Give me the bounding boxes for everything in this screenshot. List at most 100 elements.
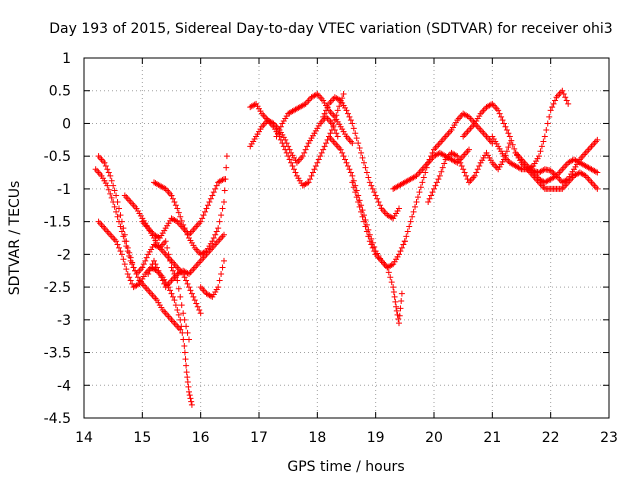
series-track-7 <box>145 231 227 291</box>
series-track-11 <box>273 91 356 147</box>
data-point <box>218 271 225 277</box>
data-point <box>390 289 397 295</box>
data-point <box>461 169 468 176</box>
data-point <box>344 110 351 117</box>
data-point <box>120 256 127 263</box>
data-point <box>162 238 169 245</box>
data-point <box>177 316 184 323</box>
y-tick-label: 0 <box>62 116 71 132</box>
data-point <box>336 96 343 103</box>
data-point <box>511 145 518 152</box>
data-point <box>397 305 404 312</box>
data-point <box>350 125 357 132</box>
data-point <box>349 179 356 186</box>
data-point <box>495 107 502 114</box>
data-point <box>277 123 284 130</box>
data-point <box>202 208 209 215</box>
data-point <box>199 215 206 222</box>
data-point <box>337 146 344 153</box>
data-point <box>174 277 181 284</box>
data-point <box>129 261 136 268</box>
data-point <box>356 203 363 210</box>
data-point <box>156 271 163 277</box>
data-point <box>210 235 217 241</box>
y-tick-labels: 1 0.5 0 -0.5 -1 -1.5 -2 -2.5 -3 -3.5 -4 -4.5 <box>44 51 71 427</box>
data-point <box>292 169 299 176</box>
data-point <box>333 130 340 137</box>
data-point <box>517 165 524 172</box>
data-point <box>501 120 507 127</box>
data-point <box>186 388 192 395</box>
y-tick-label: -1 <box>57 182 71 198</box>
data-point <box>183 362 190 369</box>
series-track-17 <box>425 140 513 205</box>
x-tick-label: 18 <box>308 430 326 446</box>
data-point <box>185 383 192 390</box>
data-point <box>127 277 134 284</box>
data-point <box>305 179 312 186</box>
data-point <box>393 307 400 314</box>
data-point <box>425 159 432 166</box>
series-track-3 <box>95 218 195 408</box>
data-point <box>304 143 311 150</box>
data-point <box>340 153 347 160</box>
data-point <box>171 297 178 304</box>
y-tick-label: -1.5 <box>44 215 71 231</box>
data-point <box>346 166 353 173</box>
data-point <box>169 267 176 274</box>
data-point <box>420 174 427 181</box>
data-point <box>210 189 217 196</box>
data-point <box>422 169 429 176</box>
data-point <box>164 244 171 251</box>
data-point <box>547 107 554 114</box>
data-point <box>221 199 227 205</box>
data-point <box>409 213 416 220</box>
data-point <box>223 153 230 160</box>
data-point <box>592 168 599 175</box>
data-point <box>172 302 179 309</box>
y-tick-label: -3 <box>57 313 71 329</box>
data-point <box>352 189 359 196</box>
data-point <box>288 159 295 166</box>
data-point <box>134 281 141 288</box>
data-point <box>339 149 346 156</box>
data-point <box>219 205 226 212</box>
data-point <box>187 287 194 294</box>
x-tick-label: 20 <box>425 430 443 446</box>
data-point <box>126 253 133 259</box>
data-point <box>441 160 448 167</box>
data-point <box>429 189 436 196</box>
data-point <box>413 199 420 205</box>
data-point <box>274 130 281 137</box>
y-tick-label: -2.5 <box>44 280 71 296</box>
data-point <box>188 401 195 408</box>
data-point <box>474 166 481 173</box>
data-point <box>363 169 370 176</box>
data-point <box>117 223 124 230</box>
data-point <box>352 130 359 137</box>
data-point <box>429 149 436 156</box>
data-point <box>181 349 188 356</box>
data-point <box>200 212 207 219</box>
data-point <box>343 107 350 114</box>
data-point <box>105 169 112 176</box>
x-tick-label: 21 <box>483 430 501 446</box>
data-point <box>184 374 191 381</box>
data-point <box>374 195 381 202</box>
series-track-6 <box>151 153 230 258</box>
data-point <box>212 185 219 192</box>
data-point <box>552 97 559 104</box>
x-tick-label: 15 <box>133 430 151 446</box>
data-point <box>197 310 204 317</box>
data-point <box>323 140 330 147</box>
data-point <box>498 113 505 120</box>
data-point <box>425 199 432 205</box>
data-point <box>358 208 365 215</box>
data-point <box>359 154 366 161</box>
data-point <box>194 303 201 310</box>
data-point <box>371 248 378 255</box>
data-point <box>183 277 190 284</box>
data-point <box>291 166 297 173</box>
data-point <box>320 146 327 153</box>
data-point <box>541 133 548 140</box>
